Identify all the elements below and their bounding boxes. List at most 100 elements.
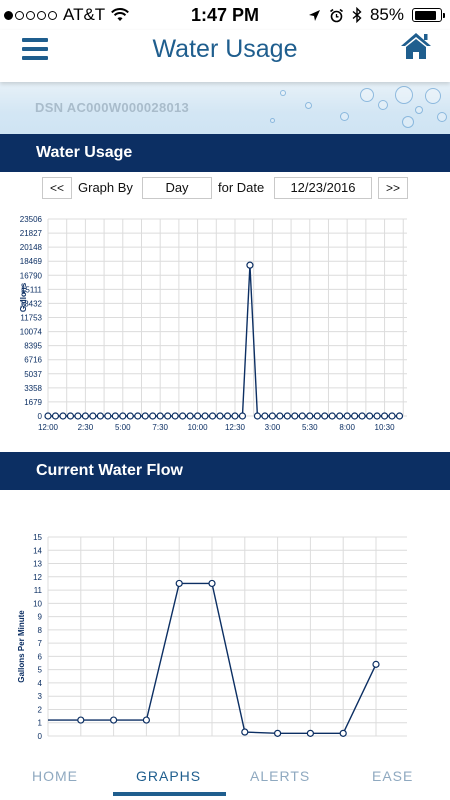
- usage-data-point: [216, 412, 224, 420]
- previous-date-button[interactable]: <<: [42, 177, 72, 199]
- usage-data-point: [246, 261, 254, 269]
- usage-data-point: [104, 412, 112, 420]
- y-tick-label: 2: [38, 705, 43, 714]
- y-tick-label: 11: [34, 586, 43, 595]
- y-tick-label: 10074: [20, 328, 43, 337]
- usage-data-point: [149, 412, 157, 420]
- x-tick-label: 10:00: [188, 423, 209, 432]
- usage-data-point: [89, 412, 97, 420]
- usage-data-point: [380, 412, 389, 420]
- usage-data-point: [358, 412, 366, 420]
- y-tick-label: 11753: [20, 314, 42, 323]
- next-date-button[interactable]: >>: [378, 177, 408, 199]
- current-water-flow-section-header: Current Water Flow: [0, 452, 450, 490]
- usage-data-point: [74, 412, 82, 420]
- usage-data-point: [313, 412, 321, 420]
- location-arrow-icon: [308, 9, 320, 21]
- status-bar: AT&T 1:47 PM 85%: [0, 0, 450, 30]
- y-tick-label: 4: [38, 679, 43, 688]
- y-tick-label: 9: [38, 613, 43, 622]
- flow-data-point: [142, 716, 150, 724]
- bottom-tab-bar: HOME GRAPHS ALERTS EASE: [0, 758, 450, 800]
- alarm-clock-icon: [329, 8, 343, 22]
- water-bubble-decoration: [437, 112, 447, 122]
- status-left: AT&T: [4, 5, 130, 25]
- home-icon[interactable]: [400, 32, 432, 60]
- water-bubble-decoration: [360, 88, 374, 102]
- x-tick-label: 5:00: [115, 423, 131, 432]
- app-header: Water Usage: [0, 30, 450, 82]
- usage-data-point: [268, 412, 276, 420]
- usage-data-point: [395, 412, 404, 420]
- y-tick-label: 20148: [20, 243, 43, 252]
- date-input[interactable]: 12/23/2016: [274, 177, 372, 199]
- y-tick-label: 16790: [20, 271, 43, 280]
- usage-data-point: [343, 412, 351, 420]
- usage-data-point: [59, 412, 67, 420]
- y-tick-label: 0: [38, 412, 43, 421]
- for-date-label: for Date: [218, 180, 265, 195]
- bluetooth-icon: [352, 7, 362, 23]
- usage-data-point: [51, 412, 60, 420]
- menu-icon[interactable]: [22, 38, 48, 60]
- y-tick-label: 13: [33, 560, 42, 569]
- usage-data-point: [156, 412, 164, 420]
- y-tick-label: 8395: [24, 342, 42, 351]
- usage-data-point: [328, 412, 336, 420]
- tab-home[interactable]: HOME: [32, 768, 78, 784]
- water-usage-chart: 0 1679 3358 5037 6716 8395 10074 11753 13432 1511…: [19, 215, 407, 432]
- usage-data-point: [351, 412, 359, 420]
- usage-data-point: [276, 412, 284, 420]
- y-tick-label: 6716: [24, 356, 42, 365]
- usage-data-point: [134, 412, 142, 420]
- battery-percent: 85%: [369, 5, 404, 24]
- flow-data-point: [306, 729, 314, 737]
- usage-data-point: [306, 412, 314, 420]
- usage-data-point: [253, 412, 262, 420]
- y-tick-label: 10: [33, 599, 42, 608]
- usage-data-point: [126, 412, 134, 420]
- usage-data-point: [119, 412, 127, 420]
- usage-data-point: [81, 412, 89, 420]
- tab-graphs[interactable]: GRAPHS: [136, 768, 202, 784]
- water-bubble-decoration: [425, 88, 441, 104]
- y-tick-label: 5037: [24, 370, 42, 379]
- water-bubble-decoration: [305, 102, 312, 109]
- water-bubble-decoration: [340, 112, 349, 121]
- usage-data-point: [208, 412, 217, 420]
- y-tick-label: 21827: [20, 229, 43, 238]
- y-tick-label: 8: [38, 626, 43, 635]
- usage-data-point: [44, 412, 52, 420]
- usage-data-point: [179, 412, 187, 420]
- usage-data-point: [186, 412, 194, 420]
- y-tick-label: 15: [33, 533, 42, 542]
- y-tick-label: 1679: [24, 398, 42, 407]
- flow-data-point: [372, 660, 380, 668]
- carrier-label: AT&T: [63, 5, 106, 24]
- flow-data-point: [175, 579, 183, 588]
- status-time: 1:47 PM: [190, 5, 260, 25]
- y-tick-label: 5: [38, 666, 43, 675]
- flow-data-point: [339, 729, 347, 737]
- usage-data-point: [238, 412, 247, 420]
- active-tab-indicator: [113, 792, 226, 796]
- x-tick-label: 12:00: [38, 423, 59, 432]
- dsn-label: DSN AC000W000028013: [35, 100, 190, 115]
- water-bubble-decoration: [280, 90, 286, 96]
- usage-data-point: [111, 412, 119, 420]
- graph-controls: << Graph By Day for Date 12/23/2016 >>: [0, 177, 450, 199]
- y-tick-label: 15111: [21, 285, 43, 294]
- usage-data-point: [193, 412, 202, 420]
- graph-by-select[interactable]: Day: [142, 177, 212, 199]
- y-axis-label: Gallons: [19, 282, 28, 312]
- y-tick-label: 3: [38, 692, 43, 701]
- tab-ease[interactable]: EASE: [372, 768, 414, 784]
- status-right: 85%: [308, 5, 445, 25]
- usage-data-point: [366, 412, 374, 420]
- water-bubble-decoration: [395, 86, 413, 104]
- y-tick-label: 23506: [20, 215, 43, 224]
- water-usage-section-header: Water Usage: [0, 134, 450, 172]
- tab-alerts[interactable]: ALERTS: [250, 768, 311, 784]
- y-tick-label: 14: [33, 546, 42, 555]
- y-tick-label: 6: [38, 652, 43, 661]
